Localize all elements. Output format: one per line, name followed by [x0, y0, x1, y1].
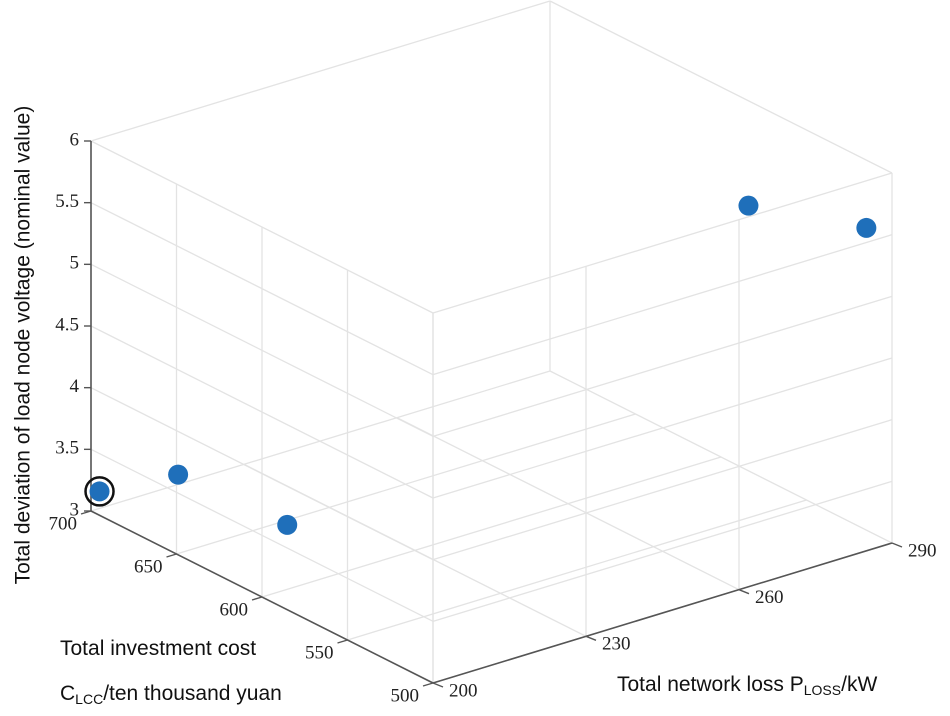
floor-grid-line [261, 456, 722, 598]
y-tick-label: 700 [49, 513, 78, 534]
side-wall-grid-line [90, 202, 434, 376]
y-tick-mark [251, 596, 263, 601]
z-tick-label: 3.5 [55, 438, 79, 459]
z-tick-label: 5.5 [55, 191, 79, 212]
back-wall-grid-line [432, 419, 893, 561]
grid-lines [90, 0, 893, 684]
side-wall-grid-line [90, 387, 434, 561]
y-tick-mark [422, 682, 434, 687]
side-wall-grid-line [90, 263, 434, 437]
x-tick-label: 260 [755, 587, 784, 608]
y-tick-mark [337, 639, 348, 644]
data-point [856, 217, 877, 238]
z-tick-label: 5 [70, 253, 80, 274]
x-tick-label: 230 [602, 634, 631, 655]
y-tick-mark [80, 510, 92, 515]
data-point [168, 464, 189, 485]
box-edge [549, 0, 893, 174]
back-wall-grid-line [432, 480, 893, 622]
side-wall-grid-line [90, 325, 434, 499]
x-tick-mark [738, 589, 750, 595]
axis-lines [80, 140, 903, 688]
data-points [84, 195, 877, 535]
data-point [89, 481, 110, 502]
y-tick-label: 650 [134, 556, 163, 577]
tick-labels: 3 3.5 4 4.5 5 5.5 6 500 550 600 650 700 200 230 260 290 [49, 129, 937, 706]
x-tick-label: 200 [449, 680, 478, 701]
x-tick-mark [585, 635, 597, 641]
y-axis-label-line2: CLCC/ten thousand yuan [60, 682, 282, 707]
z-tick-label: 6 [70, 129, 80, 150]
highlighted-point-ring [84, 476, 115, 507]
back-wall-grid-line [432, 295, 893, 437]
data-point [277, 514, 298, 535]
x-axis-label: Total network loss PLOSS/kW [617, 673, 877, 698]
z-tick-label: 4 [70, 376, 80, 397]
back-wall-grid-line [432, 172, 893, 314]
z-tick-label: 4.5 [55, 314, 79, 335]
y-tick-mark [166, 553, 177, 558]
x-tick-label: 290 [908, 540, 937, 561]
y-axis-label-line1: Total investment cost [60, 637, 256, 660]
back-wall-grid-line [432, 357, 893, 499]
box-edge [90, 0, 551, 142]
x-tick-mark [432, 682, 444, 688]
x-axis-line [432, 542, 893, 684]
y-tick-label: 500 [391, 685, 420, 706]
side-wall-grid-line [90, 448, 434, 622]
back-wall-grid-line [432, 234, 893, 376]
z-axis-label: Total deviation of load node voltage (no… [12, 106, 35, 585]
side-wall-grid-line [90, 140, 434, 314]
z-tick-label: 3 [70, 499, 80, 520]
y-tick-label: 600 [220, 599, 249, 620]
y-tick-label: 550 [305, 642, 334, 663]
x-tick-mark [891, 542, 903, 548]
floor-grid-line [347, 499, 807, 641]
data-point [738, 195, 759, 216]
